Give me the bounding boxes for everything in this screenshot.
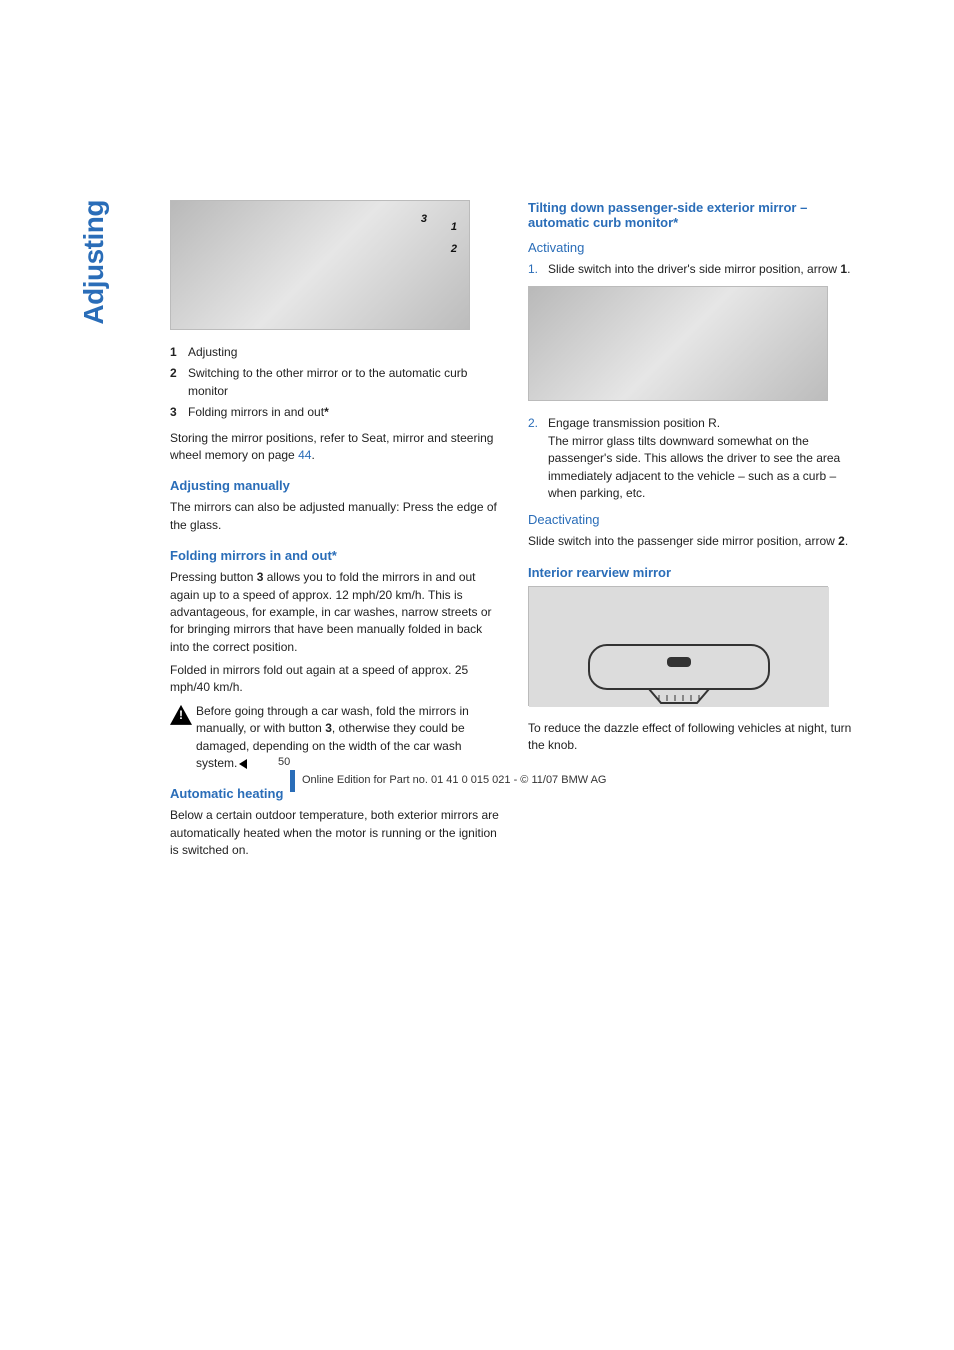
- text: .: [847, 262, 850, 276]
- heading-tilting: Tilting down passenger-side exterior mir…: [528, 200, 858, 230]
- heading-auto-heating: Automatic heating: [170, 786, 500, 801]
- heading-adjusting-manually: Adjusting manually: [170, 478, 500, 493]
- legend-text: Switching to the other mirror or to the …: [188, 365, 500, 400]
- legend-row: 3 Folding mirrors in and out*: [170, 404, 500, 421]
- step-number: 2.: [528, 415, 548, 502]
- bold-3: 3: [325, 721, 332, 735]
- legend-text: Folding mirrors in and out*: [188, 404, 500, 421]
- paragraph-deactivating: Slide switch into the passenger side mir…: [528, 533, 858, 550]
- legend-num: 2: [170, 365, 188, 400]
- step-2: 2. Engage transmission position R. The m…: [528, 415, 858, 502]
- legend-row: 2 Switching to the other mirror or to th…: [170, 365, 500, 400]
- text: .: [311, 448, 314, 462]
- footer-accent-bar: [290, 770, 295, 792]
- bold-2: 2: [838, 534, 845, 548]
- text: Slide switch into the driver's side mirr…: [548, 262, 840, 276]
- paragraph-manual: The mirrors can also be adjusted manuall…: [170, 499, 500, 534]
- legend-num: 3: [170, 404, 188, 421]
- paragraph-folding-1: Pressing button 3 allows you to fold the…: [170, 569, 500, 656]
- text: The mirror glass tilts downward somewhat…: [548, 434, 840, 500]
- paragraph-storing: Storing the mirror positions, refer to S…: [170, 430, 500, 465]
- legend-row: 1 Adjusting: [170, 344, 500, 361]
- heading-activating: Activating: [528, 240, 858, 255]
- section-tab: Adjusting: [78, 200, 110, 325]
- step-number: 1.: [528, 261, 548, 278]
- step-1: 1. Slide switch into the driver's side m…: [528, 261, 858, 278]
- paragraph-heating: Below a certain outdoor temperature, bot…: [170, 807, 500, 859]
- figure-callout-1: 1: [451, 221, 457, 233]
- step-text: Engage transmission position R. The mirr…: [548, 415, 858, 502]
- callout-legend: 1 Adjusting 2 Switching to the other mir…: [170, 344, 500, 422]
- footnote-star: *: [324, 405, 329, 419]
- interior-mirror-svg: [529, 587, 829, 707]
- legend-num: 1: [170, 344, 188, 361]
- text: .: [845, 534, 848, 548]
- page-footer: 50 Online Edition for Part no. 01 41 0 0…: [170, 756, 874, 786]
- figure-interior-mirror: [528, 586, 828, 706]
- figure-mirror-control: 3 1 2: [170, 200, 470, 330]
- legend-text-inner: Folding mirrors in and out: [188, 405, 324, 419]
- heading-deactivating: Deactivating: [528, 512, 858, 527]
- step-list: 1. Slide switch into the driver's side m…: [528, 261, 858, 278]
- paragraph-folding-2: Folded in mirrors fold out again at a sp…: [170, 662, 500, 697]
- page-ref-link[interactable]: 44: [298, 448, 311, 462]
- step-list: 2. Engage transmission position R. The m…: [528, 415, 858, 502]
- step-text: Slide switch into the driver's side mirr…: [548, 261, 858, 278]
- warning-icon: [170, 705, 192, 725]
- text: Slide switch into the passenger side mir…: [528, 534, 838, 548]
- figure-callout-3: 3: [421, 213, 427, 225]
- heading-interior-mirror: Interior rearview mirror: [528, 565, 858, 580]
- page: Adjusting 3 1 2 1 Adjusting 2 Switching …: [0, 0, 954, 866]
- page-number: 50: [170, 756, 874, 768]
- text: Engage transmission position R.: [548, 416, 720, 430]
- footer-line: Online Edition for Part no. 01 41 0 015 …: [170, 774, 874, 786]
- heading-folding: Folding mirrors in and out*: [170, 548, 500, 563]
- text: Storing the mirror positions, refer to S…: [170, 431, 493, 462]
- figure-switch-arrows: [528, 286, 828, 401]
- legend-text: Adjusting: [188, 344, 500, 361]
- text: Pressing button: [170, 570, 257, 584]
- paragraph-interior-mirror: To reduce the dazzle effect of following…: [528, 720, 858, 755]
- figure-callout-2: 2: [451, 243, 457, 255]
